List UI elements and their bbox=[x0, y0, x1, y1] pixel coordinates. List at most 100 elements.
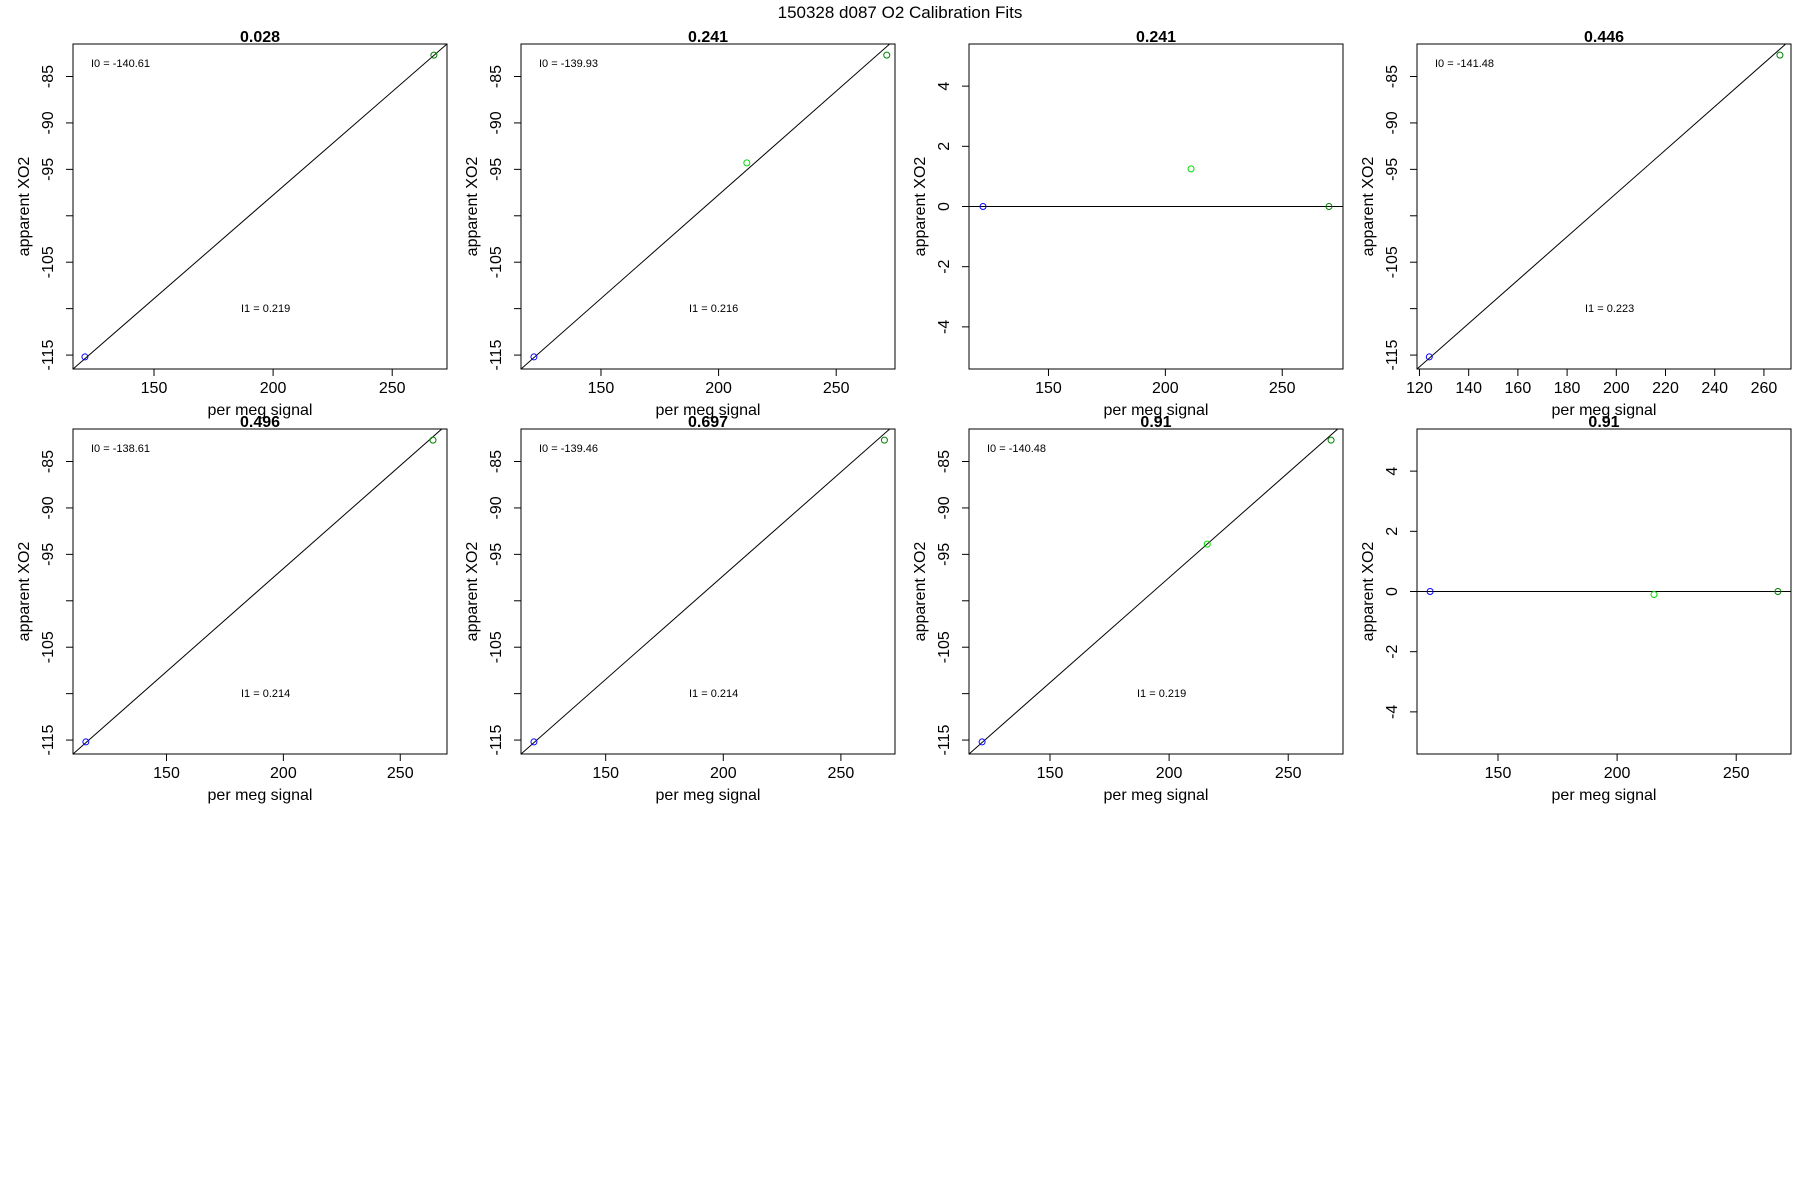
panel-6: 0.697 150 200 250 per meg signal -115 -105 -95 -… bbox=[464, 414, 896, 804]
fit-line bbox=[521, 44, 891, 369]
y-tick-label: -4 bbox=[1384, 705, 1401, 719]
y-tick-label: -105 bbox=[40, 246, 57, 278]
y-tick-label: -115 bbox=[1384, 340, 1401, 371]
intercept-annotation: I0 = -140.48 bbox=[987, 443, 1046, 455]
y-tick-label: -95 bbox=[488, 158, 505, 181]
data-point-low bbox=[1425, 353, 1433, 361]
fit-line bbox=[521, 429, 891, 754]
panel-title: 0.91 bbox=[1588, 414, 1619, 431]
y-tick-label: -105 bbox=[1384, 246, 1401, 278]
data-point-high bbox=[1325, 203, 1333, 210]
y-tick-label: -115 bbox=[488, 340, 505, 371]
y-axis-label: apparent XO2 bbox=[1360, 157, 1377, 257]
slope-annotation: I1 = 0.214 bbox=[241, 688, 290, 700]
data-point-high bbox=[883, 51, 891, 59]
x-axis-label: per meg signal bbox=[1104, 402, 1209, 419]
data-point-high bbox=[1327, 436, 1335, 444]
y-tick-label: -115 bbox=[488, 725, 505, 756]
y-axis-label: apparent XO2 bbox=[912, 157, 929, 257]
y-tick-label: -85 bbox=[1384, 65, 1401, 88]
y-tick-label: 4 bbox=[1384, 467, 1401, 476]
y-tick-label: 0 bbox=[1384, 587, 1401, 596]
data-point-high bbox=[1774, 588, 1782, 595]
x-tick-label: 180 bbox=[1554, 380, 1581, 397]
y-tick-label: -90 bbox=[936, 496, 953, 519]
panel-title: 0.028 bbox=[240, 29, 280, 46]
x-tick-label: 200 bbox=[270, 765, 297, 782]
plot-frame bbox=[520, 428, 896, 755]
y-tick-label: -95 bbox=[40, 158, 57, 181]
x-axis-label: per meg signal bbox=[208, 787, 313, 804]
x-tick-label: 150 bbox=[592, 765, 619, 782]
data-point-high bbox=[430, 51, 438, 59]
x-tick-label: 150 bbox=[1485, 765, 1512, 782]
data-point-low bbox=[82, 738, 90, 746]
y-tick-label: -105 bbox=[488, 246, 505, 278]
y-tick-label: -115 bbox=[40, 340, 57, 371]
slope-annotation: I1 = 0.219 bbox=[1137, 688, 1186, 700]
fit-line bbox=[73, 44, 447, 369]
data-point-mid bbox=[1203, 540, 1211, 548]
y-tick-label: -85 bbox=[40, 450, 57, 473]
x-tick-label: 200 bbox=[1603, 380, 1630, 397]
panel-title: 0.91 bbox=[1140, 414, 1171, 431]
x-tick-label: 150 bbox=[153, 765, 180, 782]
x-axis-label: per meg signal bbox=[656, 787, 761, 804]
x-tick-label: 250 bbox=[1275, 765, 1302, 782]
panel-2: 0.241 150 200 250 per meg signal -115 -105 -95 -… bbox=[464, 29, 896, 419]
x-tick-label: 260 bbox=[1751, 380, 1778, 397]
panel-8: 0.91 150 200 250 per meg signal -4 -2 0 2 4 appare… bbox=[1360, 414, 1792, 804]
y-tick-label: -105 bbox=[936, 631, 953, 663]
x-tick-label: 250 bbox=[823, 380, 850, 397]
data-point-mid bbox=[743, 159, 751, 167]
fit-line bbox=[1417, 44, 1787, 369]
intercept-annotation: I0 = -139.46 bbox=[539, 443, 598, 455]
y-axis-label: apparent XO2 bbox=[16, 157, 33, 257]
y-tick-label: -90 bbox=[488, 111, 505, 134]
x-tick-label: 150 bbox=[1035, 380, 1062, 397]
y-tick-label: -115 bbox=[936, 725, 953, 756]
x-tick-label: 140 bbox=[1455, 380, 1482, 397]
panel-5: 0.496 150 200 250 per meg signal -115 -105 -95 -… bbox=[16, 414, 448, 804]
y-tick-label: -90 bbox=[1384, 111, 1401, 134]
plot-frame bbox=[968, 428, 1344, 755]
x-tick-label: 250 bbox=[387, 765, 414, 782]
x-tick-label: 150 bbox=[588, 380, 615, 397]
data-point-mid bbox=[1650, 591, 1658, 599]
y-axis-label: apparent XO2 bbox=[464, 157, 481, 257]
panel-1: 0.028 150 200 250 per meg signal -115 -105 -95 -… bbox=[16, 29, 448, 419]
fit-line bbox=[969, 429, 1339, 754]
y-axis-label: apparent XO2 bbox=[16, 542, 33, 642]
x-tick-label: 200 bbox=[710, 765, 737, 782]
y-tick-label: -105 bbox=[40, 631, 57, 663]
y-tick-label: 4 bbox=[936, 82, 953, 91]
y-axis-label: apparent XO2 bbox=[912, 542, 929, 642]
x-tick-label: 240 bbox=[1701, 380, 1728, 397]
x-axis-label: per meg signal bbox=[1552, 402, 1657, 419]
x-tick-label: 160 bbox=[1505, 380, 1532, 397]
y-tick-label: -85 bbox=[488, 65, 505, 88]
y-tick-label: -85 bbox=[488, 450, 505, 473]
data-point-mid bbox=[1187, 165, 1195, 173]
slope-annotation: I1 = 0.216 bbox=[689, 303, 738, 315]
y-tick-label: -2 bbox=[1384, 644, 1401, 658]
plot-frame bbox=[520, 43, 896, 370]
data-point-high bbox=[1776, 51, 1784, 59]
intercept-annotation: I0 = -138.61 bbox=[91, 443, 150, 455]
panel-title: 0.241 bbox=[1136, 29, 1176, 46]
panel-title: 0.241 bbox=[688, 29, 728, 46]
y-tick-label: -4 bbox=[936, 320, 953, 334]
x-axis-label: per meg signal bbox=[208, 402, 313, 419]
y-tick-label: -95 bbox=[40, 543, 57, 566]
y-axis-label: apparent XO2 bbox=[1360, 542, 1377, 642]
slope-annotation: I1 = 0.223 bbox=[1585, 303, 1634, 315]
y-tick-label: -85 bbox=[40, 65, 57, 88]
y-tick-label: -2 bbox=[936, 259, 953, 273]
y-axis-label: apparent XO2 bbox=[464, 542, 481, 642]
plot-frame bbox=[1416, 43, 1792, 370]
x-tick-label: 250 bbox=[379, 380, 406, 397]
panel-4: 0.446 120 140 160 180 200 220 240 260 per meg sig… bbox=[1360, 29, 1792, 419]
y-tick-label: -90 bbox=[488, 496, 505, 519]
intercept-annotation: I0 = -139.93 bbox=[539, 58, 598, 70]
data-point-low bbox=[979, 203, 987, 210]
